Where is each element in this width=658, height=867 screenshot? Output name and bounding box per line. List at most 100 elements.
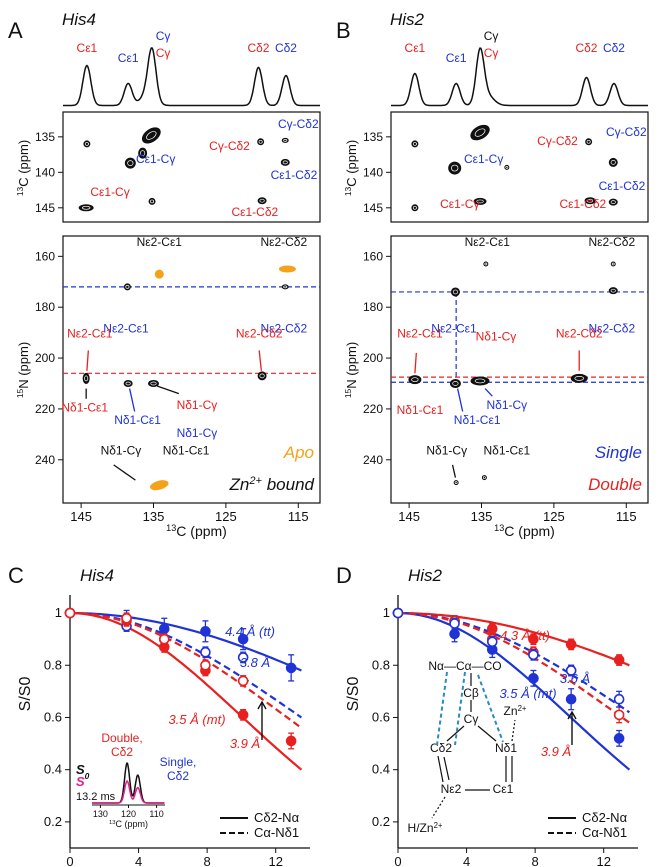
data-point <box>64 607 76 619</box>
x-tick-label: 4 <box>135 854 142 867</box>
cc-correlation-box <box>390 111 649 223</box>
legend-label: Cδ2-Nα <box>254 810 300 825</box>
apo-cross-peak <box>150 480 169 491</box>
pointer-line <box>86 350 89 371</box>
data-point <box>613 709 625 721</box>
inset-label: Cδ2 <box>167 769 189 783</box>
nc-peak-label: Nε2-Cε1 <box>465 235 511 249</box>
peak-label: Cε1 <box>446 51 467 65</box>
inset-label: Double, <box>101 731 142 745</box>
cc-peak-label: Cε1-Cγ <box>440 197 479 211</box>
inset-s0-label: S0 <box>76 762 90 781</box>
fit-label: 3.8 Å <box>240 655 270 670</box>
inset-tick-label: 130 <box>93 809 108 819</box>
nc-correlation-box <box>390 235 649 504</box>
cc-cross-peak <box>608 157 618 167</box>
panel-letter: C <box>8 563 24 588</box>
data-point <box>613 654 625 666</box>
nc-cross-peak <box>257 371 267 381</box>
x-tick-label: 125 <box>543 509 565 524</box>
nc-peak-label: Nε2-Cε1 <box>431 322 477 336</box>
nc-cross-peak <box>470 376 490 386</box>
data-point <box>613 693 625 705</box>
y-tick-label: 135 <box>35 130 55 144</box>
y-tick-label: 0.4 <box>372 762 390 777</box>
fit-curve <box>398 612 631 771</box>
data-point <box>486 636 498 648</box>
bond <box>431 796 446 819</box>
legend-label: Single <box>595 443 642 462</box>
nc-cross-peak <box>483 261 489 267</box>
y-tick-label: 220 <box>35 402 55 416</box>
structure-label: Cβ <box>463 686 479 700</box>
nc-peak-label: Nε2-Cε1 <box>67 327 113 341</box>
x-tick-label: 145 <box>398 509 420 524</box>
y-tick-label: 0.2 <box>372 814 390 829</box>
panel-letter: A <box>8 18 23 43</box>
nc-peak-label: Nδ1-Cγ <box>486 398 527 412</box>
bond <box>477 674 504 743</box>
structure-label: Nα—Cα—CO <box>428 659 501 673</box>
cc-peak-label: Cγ-Cδ2 <box>278 117 319 131</box>
nc-peak-label: Nδ1-Cγ <box>476 329 517 343</box>
y-tick-label: 0.4 <box>44 762 62 777</box>
peak-label: Cγ <box>156 29 171 43</box>
structure-label: Nε2 <box>441 782 462 796</box>
nc-peak-label: Nδ1-Cε1 <box>397 403 444 417</box>
bond <box>437 755 444 783</box>
x-tick-label: 115 <box>616 509 637 524</box>
cc-cross-peak <box>257 197 267 205</box>
nc-cross-peak <box>123 379 133 387</box>
y-tick-label: 0.6 <box>372 709 390 724</box>
fit-label: 3.5 Å (mt) <box>499 686 556 701</box>
legend-label: Cα-Nδ1 <box>582 825 627 840</box>
data-point <box>200 626 211 637</box>
data-point <box>392 607 404 619</box>
x-tick-label: 0 <box>394 854 401 867</box>
cc-peak-label: Cε1-Cδ2 <box>599 179 646 193</box>
legend-label: Zn2+ bound <box>229 475 315 494</box>
fit-label: 4.3 Å (tt) <box>500 628 550 643</box>
data-point <box>237 652 249 663</box>
fit-curve <box>398 612 631 724</box>
data-point <box>158 633 170 645</box>
nc-peak-label: Nδ1-Cε1 <box>454 413 501 427</box>
data-point <box>528 673 539 684</box>
pointer-line <box>414 352 417 374</box>
structure-label: Nδ1 <box>495 741 517 755</box>
y-tick-label: 220 <box>363 402 383 416</box>
fit-label: 3.5 Å (mt) <box>168 712 225 727</box>
y-tick-label: 140 <box>35 165 55 179</box>
nc-peak-label: Nε2-Cδ2 <box>236 327 283 341</box>
fit-curve <box>398 612 630 667</box>
y-tick-label: 200 <box>35 351 55 365</box>
y-axis-label: 15N (ppm) <box>15 342 31 398</box>
bond <box>446 725 465 742</box>
peak-label: Cγ <box>484 29 499 43</box>
structure-label: Zn2+ <box>504 704 527 719</box>
fit-label: 4.4 Å (tt) <box>225 624 275 639</box>
nc-cross-peak <box>147 379 159 387</box>
cc-cross-peak <box>411 140 419 148</box>
cc-cross-peak <box>281 137 289 143</box>
y-axis-label: 15N (ppm) <box>343 342 359 398</box>
pointer-line <box>484 388 493 397</box>
y-tick-label: 160 <box>363 249 383 263</box>
data-point <box>237 675 249 687</box>
nc-cross-peak <box>453 480 459 486</box>
bond <box>511 719 516 742</box>
data-point <box>237 633 249 645</box>
fit-curve <box>70 612 302 672</box>
data-point <box>285 662 297 674</box>
data-point <box>449 618 460 629</box>
inset-xlabel: 13C (ppm) <box>109 819 148 829</box>
1d-spectrum <box>63 47 320 107</box>
data-point <box>613 733 625 744</box>
y-tick-label: 180 <box>35 300 55 314</box>
nc-cross-peak <box>610 261 616 267</box>
nc-cross-peak <box>608 287 618 295</box>
nc-cross-peak <box>123 283 131 291</box>
peak-label: Cε1 <box>118 51 139 65</box>
data-point <box>449 628 460 640</box>
